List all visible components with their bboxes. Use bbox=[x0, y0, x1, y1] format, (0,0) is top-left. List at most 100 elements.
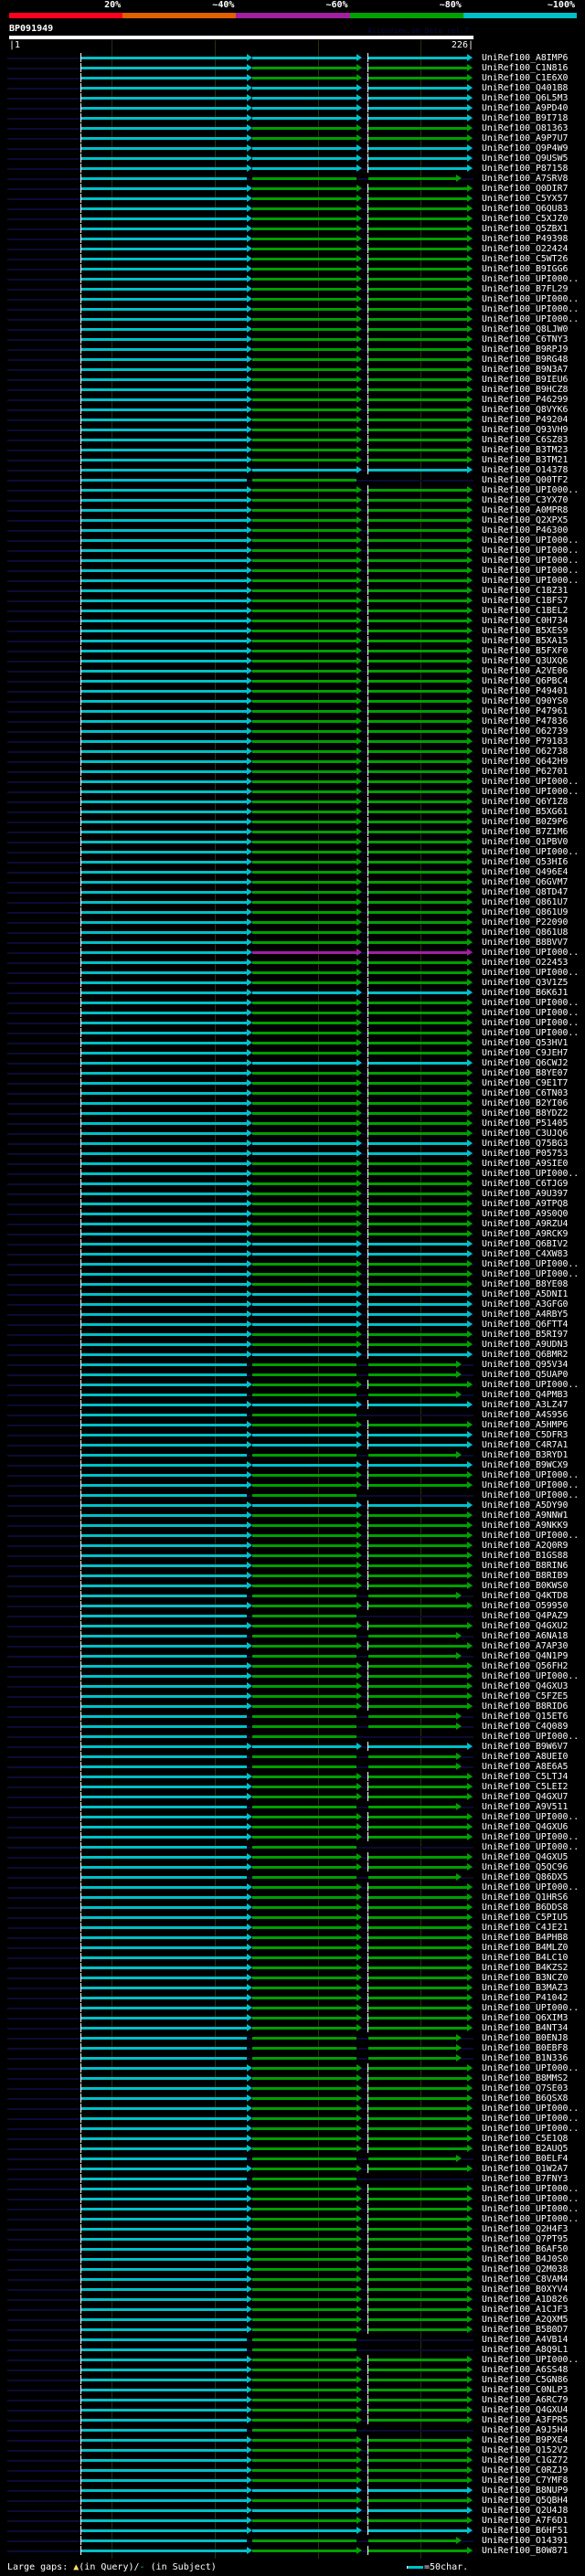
hit-label[interactable]: UniRef100_UPI000.. bbox=[482, 2114, 580, 2124]
alignment-row[interactable]: UniRef100_B8MMS2 bbox=[0, 2073, 585, 2083]
alignment-row[interactable]: UniRef100_Q6PBC4 bbox=[0, 676, 585, 686]
hit-label[interactable]: UniRef100_C4XW83 bbox=[482, 1249, 569, 1259]
hit-label[interactable]: UniRef100_UPI000.. bbox=[482, 1531, 580, 1541]
hit-label[interactable]: UniRef100_A4VB14 bbox=[482, 2335, 569, 2345]
hit-label[interactable]: UniRef100_UPI000.. bbox=[482, 777, 580, 787]
alignment-row[interactable]: UniRef100_Q15ET6 bbox=[0, 1712, 585, 1722]
alignment-row[interactable]: UniRef100_B4LC10 bbox=[0, 1953, 585, 1963]
hit-label[interactable]: UniRef100_Q861U7 bbox=[482, 897, 569, 907]
hit-label[interactable]: UniRef100_UPI000.. bbox=[482, 1732, 580, 1742]
alignment-row[interactable]: UniRef100_C5E1Q8 bbox=[0, 2134, 585, 2144]
hit-label[interactable]: UniRef100_C9JEH7 bbox=[482, 1048, 569, 1058]
hit-label[interactable]: UniRef100_Q4PMB3 bbox=[482, 1390, 569, 1400]
hit-label[interactable]: UniRef100_C5FZE5 bbox=[482, 1691, 569, 1701]
alignment-row[interactable]: UniRef100_Q2H4F3 bbox=[0, 2224, 585, 2234]
alignment-row[interactable]: UniRef100_A8E6A5 bbox=[0, 1762, 585, 1772]
hit-label[interactable]: UniRef100_A9NNW1 bbox=[482, 1511, 569, 1521]
alignment-row[interactable]: UniRef100_B5XA15 bbox=[0, 636, 585, 646]
hit-label[interactable]: UniRef100_B7FNY3 bbox=[482, 2174, 569, 2184]
hit-label[interactable]: UniRef100_O14378 bbox=[482, 465, 569, 475]
hit-label[interactable]: UniRef100_C5GN86 bbox=[482, 2375, 569, 2385]
hit-label[interactable]: UniRef100_C5WT26 bbox=[482, 254, 569, 264]
alignment-row[interactable]: UniRef100_UPI000.. bbox=[0, 274, 585, 284]
hit-label[interactable]: UniRef100_Q95V34 bbox=[482, 1360, 569, 1370]
alignment-row[interactable]: UniRef100_C1N816 bbox=[0, 63, 585, 73]
hit-label[interactable]: UniRef100_B9PXE4 bbox=[482, 2435, 569, 2445]
hit-label[interactable]: UniRef100_B1GS88 bbox=[482, 1551, 569, 1561]
alignment-row[interactable]: UniRef100_P49398 bbox=[0, 234, 585, 244]
hit-label[interactable]: UniRef100_B9W6V7 bbox=[482, 1742, 569, 1752]
hit-label[interactable]: UniRef100_A5HMP6 bbox=[482, 1420, 569, 1430]
hit-label[interactable]: UniRef100_UPI000.. bbox=[482, 2214, 580, 2224]
hit-label[interactable]: UniRef100_B4MLZ0 bbox=[482, 1943, 569, 1953]
hit-label[interactable]: UniRef100_UPI000.. bbox=[482, 1480, 580, 1490]
alignment-row[interactable]: UniRef100_P51405 bbox=[0, 1118, 585, 1129]
alignment-row[interactable]: UniRef100_A1CJF3 bbox=[0, 2305, 585, 2315]
hit-label[interactable]: UniRef100_Q1HRS6 bbox=[482, 1892, 569, 1903]
hit-label[interactable]: UniRef100_Q642H9 bbox=[482, 757, 569, 767]
alignment-row[interactable]: UniRef100_C5LTJ4 bbox=[0, 1772, 585, 1782]
hit-label[interactable]: UniRef100_Q4GXU7 bbox=[482, 1792, 569, 1802]
hit-label[interactable]: UniRef100_UPI000.. bbox=[482, 1028, 580, 1038]
alignment-row[interactable]: UniRef100_A9TPQ8 bbox=[0, 1199, 585, 1209]
alignment-row[interactable]: UniRef100_UPI000.. bbox=[0, 2204, 585, 2214]
alignment-row[interactable]: UniRef100_UPI000.. bbox=[0, 1380, 585, 1390]
alignment-row[interactable]: UniRef100_C6TNY3 bbox=[0, 334, 585, 345]
hit-label[interactable]: UniRef100_O59950 bbox=[482, 1601, 569, 1611]
alignment-row[interactable]: UniRef100_Q56FH2 bbox=[0, 1661, 585, 1671]
alignment-row[interactable]: UniRef100_Q5QBH4 bbox=[0, 2496, 585, 2506]
alignment-row[interactable]: UniRef100_A3GFG0 bbox=[0, 1299, 585, 1309]
hit-label[interactable]: UniRef100_Q2XPX5 bbox=[482, 515, 569, 525]
hit-label[interactable]: UniRef100_Q9USW5 bbox=[482, 154, 569, 164]
alignment-row[interactable]: UniRef100_Q6FTT4 bbox=[0, 1320, 585, 1330]
hit-label[interactable]: UniRef100_B0ENJ8 bbox=[482, 2033, 569, 2043]
alignment-row[interactable]: UniRef100_A9J5H4 bbox=[0, 2425, 585, 2435]
hit-label[interactable]: UniRef100_Q4GXU5 bbox=[482, 1852, 569, 1862]
alignment-row[interactable]: UniRef100_Q8VYK6 bbox=[0, 405, 585, 415]
hit-label[interactable]: UniRef100_A9V511 bbox=[482, 1802, 569, 1812]
hit-label[interactable]: UniRef100_Q4PAZ9 bbox=[482, 1611, 569, 1621]
alignment-row[interactable]: UniRef100_P22090 bbox=[0, 917, 585, 928]
hit-label[interactable]: UniRef100_UPI000.. bbox=[482, 787, 580, 797]
hit-label[interactable]: UniRef100_C3YX70 bbox=[482, 495, 569, 505]
hit-label[interactable]: UniRef100_A4RBY5 bbox=[482, 1309, 569, 1320]
alignment-row[interactable]: UniRef100_B8YDZ2 bbox=[0, 1108, 585, 1118]
alignment-row[interactable]: UniRef100_B7Z1M6 bbox=[0, 827, 585, 837]
hit-label[interactable]: UniRef100_A2Q0R9 bbox=[482, 1541, 569, 1551]
alignment-row[interactable]: UniRef100_UPI000.. bbox=[0, 1269, 585, 1279]
alignment-row[interactable]: UniRef100_B0EBF8 bbox=[0, 2043, 585, 2053]
alignment-row[interactable]: UniRef100_UPI000.. bbox=[0, 485, 585, 495]
alignment-row[interactable]: UniRef100_A9PD40 bbox=[0, 103, 585, 113]
alignment-row[interactable]: UniRef100_C5YX57 bbox=[0, 194, 585, 204]
alignment-row[interactable]: UniRef100_Q4GXU6 bbox=[0, 1822, 585, 1832]
hit-label[interactable]: UniRef100_B9WCX9 bbox=[482, 1460, 569, 1470]
hit-label[interactable]: UniRef100_C6TN03 bbox=[482, 1088, 569, 1098]
hit-label[interactable]: UniRef100_Q5QBH4 bbox=[482, 2496, 569, 2506]
hit-label[interactable]: UniRef100_Q1W2A7 bbox=[482, 2164, 569, 2174]
hit-label[interactable]: UniRef100_UPI000.. bbox=[482, 2104, 580, 2114]
hit-label[interactable]: UniRef100_P62701 bbox=[482, 767, 569, 777]
alignment-row[interactable]: UniRef100_P46299 bbox=[0, 395, 585, 405]
alignment-row[interactable]: UniRef100_Q4PMB3 bbox=[0, 1390, 585, 1400]
hit-label[interactable]: UniRef100_A4S956 bbox=[482, 1410, 569, 1420]
hit-label[interactable]: UniRef100_Q8VYK6 bbox=[482, 405, 569, 415]
alignment-row[interactable]: UniRef100_Q00TF2 bbox=[0, 475, 585, 485]
alignment-row[interactable]: UniRef100_B5FXF0 bbox=[0, 646, 585, 656]
hit-label[interactable]: UniRef100_Q6Y1Z8 bbox=[482, 797, 569, 807]
hit-label[interactable]: UniRef100_B9HCZ8 bbox=[482, 385, 569, 395]
alignment-row[interactable]: UniRef100_C1BEL2 bbox=[0, 606, 585, 616]
alignment-row[interactable]: UniRef100_UPI000.. bbox=[0, 2124, 585, 2134]
hit-label[interactable]: UniRef100_Q6FTT4 bbox=[482, 1320, 569, 1330]
hit-label[interactable]: UniRef100_B0ELF4 bbox=[482, 2154, 569, 2164]
hit-label[interactable]: UniRef100_B4KZS2 bbox=[482, 1963, 569, 1973]
alignment-row[interactable]: UniRef100_P49401 bbox=[0, 686, 585, 696]
alignment-row[interactable]: UniRef100_C1BFS7 bbox=[0, 596, 585, 606]
hit-label[interactable]: UniRef100_B6DDS8 bbox=[482, 1903, 569, 1913]
alignment-row[interactable]: UniRef100_C8VAM4 bbox=[0, 2274, 585, 2284]
hit-label[interactable]: UniRef100_Q93VH9 bbox=[482, 425, 569, 435]
hit-label[interactable]: UniRef100_P47961 bbox=[482, 706, 569, 716]
hit-label[interactable]: UniRef100_Q401B8 bbox=[482, 83, 569, 93]
hit-label[interactable]: UniRef100_Q6XIM3 bbox=[482, 2013, 569, 2023]
alignment-row[interactable]: UniRef100_B2AUQ5 bbox=[0, 2144, 585, 2154]
hit-label[interactable]: UniRef100_UPI000.. bbox=[482, 2184, 580, 2194]
